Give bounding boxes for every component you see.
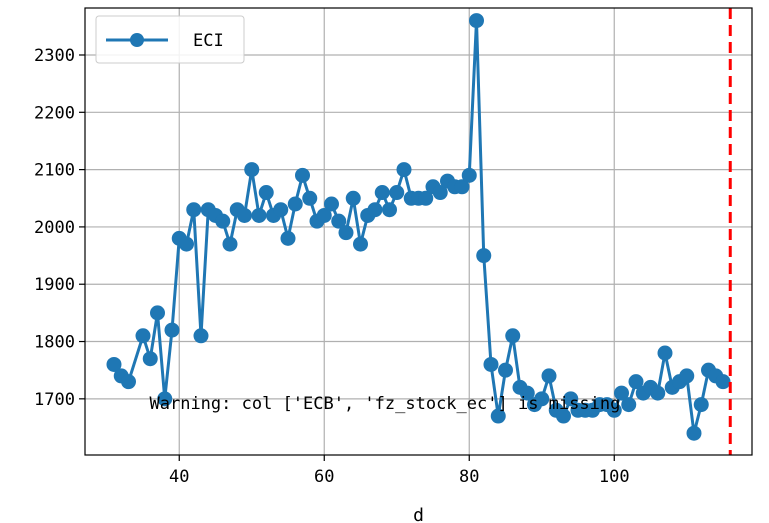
data-point [287,196,303,212]
y-tick-label: 2000 [34,218,75,238]
data-point [374,185,390,201]
warning-annotation: Warning: col ['ECB', 'fz_stock_ec'] is m… [150,394,621,414]
data-point [186,202,202,218]
data-point [476,248,492,264]
data-point [556,408,571,424]
y-tick-label: 1700 [34,390,75,410]
data-point [454,179,470,195]
x-tick-label: 40 [169,467,189,487]
data-point [222,236,238,252]
data-point [345,190,361,206]
data-point [273,202,289,218]
data-point [628,374,644,390]
data-point [135,328,151,344]
y-tick-label: 1900 [34,275,75,295]
data-point [150,305,165,321]
data-point [541,368,557,384]
x-tick-label: 60 [314,467,334,487]
data-point [251,207,267,223]
data-point [121,374,136,390]
data-point [237,207,252,223]
data-point [389,185,405,201]
legend: ECI [95,15,245,64]
data-point [258,185,274,201]
data-point [657,345,673,361]
data-point [469,13,484,29]
legend-box [95,15,245,64]
data-point [382,202,397,218]
data-point [367,202,383,218]
data-point [693,397,709,413]
data-point [338,225,354,241]
data-point [432,185,448,201]
data-point [650,385,666,401]
data-point [418,190,434,206]
data-point [505,328,521,344]
x-tick-label: 80 [459,467,479,487]
data-point [280,230,296,246]
data-point [244,162,260,178]
data-point [142,351,158,367]
data-point [331,213,347,229]
data-point [295,167,310,183]
data-point [519,385,535,401]
data-point [614,385,629,401]
data-point [164,322,180,338]
data-point [534,391,550,407]
data-point [686,425,702,441]
legend-marker-swatch [130,33,144,47]
data-point [621,397,637,413]
data-point [715,374,731,390]
data-point [563,391,579,407]
data-point [396,162,412,178]
plot-frame [84,7,753,456]
axis-ticks: 40 60 80 100 1700 1800 1900 2000 2100 2200 2300 [34,46,630,487]
x-axis-label: d [413,505,424,523]
data-point [193,328,209,344]
y-tick-label: 1800 [34,333,75,353]
data-point [483,356,499,372]
data-point [353,236,368,252]
y-tick-label: 2200 [34,103,75,123]
x-tick-label: 100 [599,467,630,487]
data-point [490,408,506,424]
data-point [324,196,339,212]
data-point [606,402,622,418]
data-point [215,213,231,229]
data-point [157,391,173,407]
data-point [679,368,695,384]
y-tick-label: 2100 [34,161,75,181]
y-tick-label: 2300 [34,46,75,66]
data-point [106,356,122,372]
legend-entry-label: ECI [193,31,224,51]
data-point [498,362,513,378]
data-point [302,190,318,206]
data-point [179,236,194,252]
series-layer [106,13,731,441]
data-point [316,207,332,223]
data-point [461,167,477,183]
